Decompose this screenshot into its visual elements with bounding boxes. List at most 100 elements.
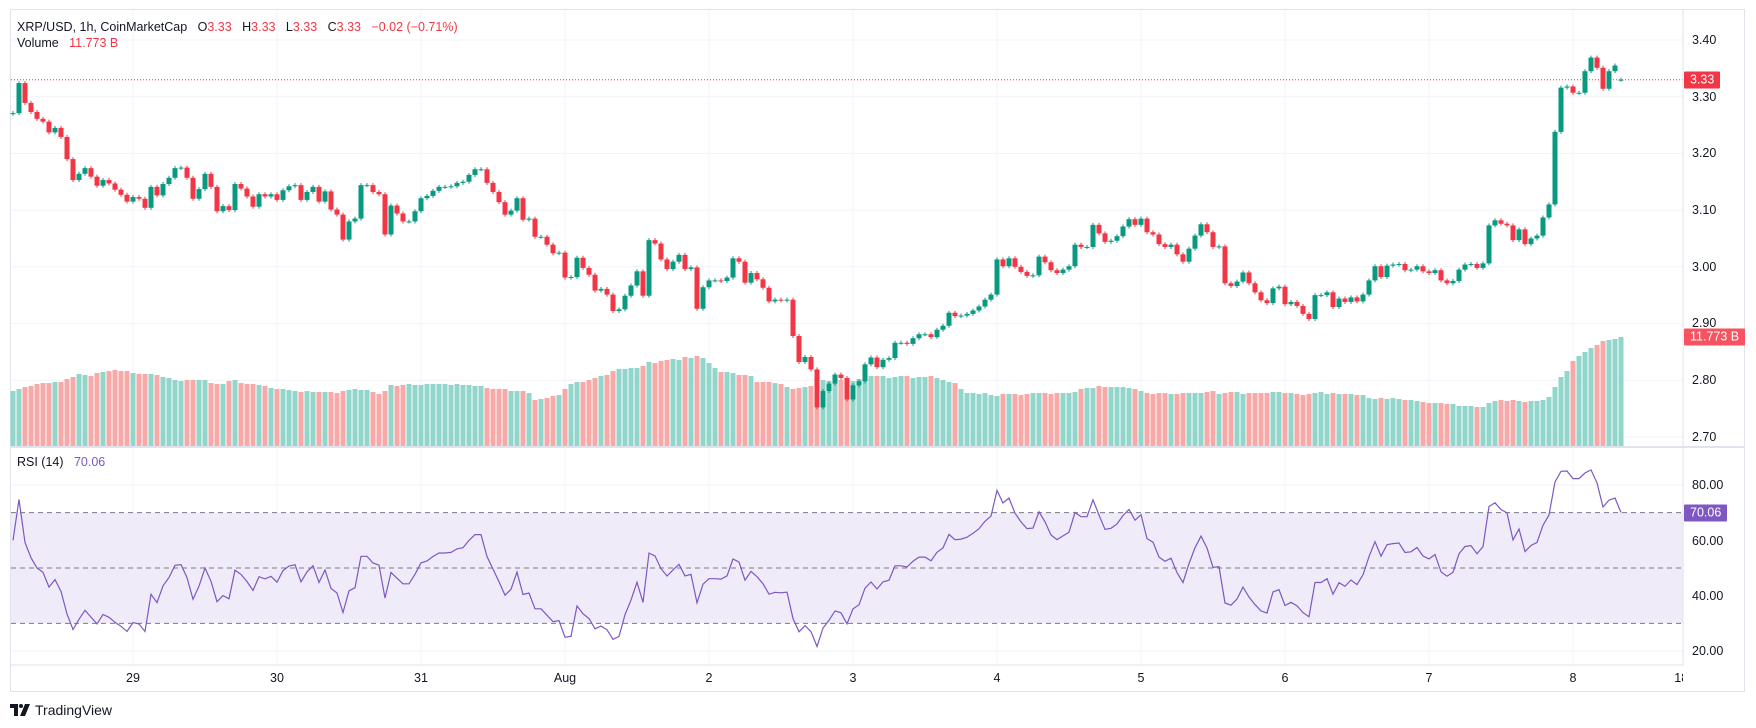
candle-body (1138, 218, 1144, 225)
volume-bar (550, 396, 556, 446)
candle (1348, 295, 1354, 304)
volume-bar (280, 388, 286, 446)
volume-bar (1054, 393, 1060, 446)
candle (298, 183, 304, 202)
rsi-label[interactable]: RSI (14) (17, 455, 64, 469)
candle-body (208, 173, 214, 187)
candle (538, 234, 544, 239)
candlesticks (10, 55, 1624, 410)
candle (898, 340, 904, 345)
candle-body (1522, 229, 1528, 245)
date-label: 6 (1281, 671, 1289, 685)
volume-bar (898, 376, 904, 446)
candle (412, 209, 418, 224)
candle-body (976, 306, 982, 311)
volume-bar (196, 379, 202, 446)
volume-bar (352, 388, 358, 446)
candle-body (832, 374, 838, 384)
candle-body (1192, 235, 1198, 249)
candle (646, 238, 652, 298)
candle-body (1354, 297, 1360, 302)
candle (1612, 63, 1618, 74)
candle-body (1432, 270, 1438, 274)
candle (634, 269, 640, 288)
volume-bar (220, 383, 226, 446)
candle (124, 192, 130, 204)
candle (1594, 55, 1600, 70)
candle (682, 252, 688, 272)
time-axis[interactable]: 29 30 31 Aug 2 3 4 5 6 7 8 18: (0, 0, 1683, 700)
volume-bar (1378, 398, 1384, 446)
candle (718, 278, 724, 283)
candle-body (604, 288, 610, 295)
volume-bar (538, 398, 544, 446)
volume-bar (1084, 388, 1090, 446)
volume-bar (1132, 388, 1138, 446)
candle-body (1534, 235, 1540, 239)
logo-text: TradingView (35, 702, 113, 718)
candle (1252, 281, 1258, 295)
candle-body (28, 102, 34, 113)
candle (598, 286, 604, 293)
volume-bar (634, 368, 640, 446)
candle-body (1276, 286, 1282, 289)
candle-body (322, 191, 328, 202)
candle-body (580, 257, 586, 268)
candle-body (238, 184, 244, 189)
volume-bar (1114, 387, 1120, 446)
candle-body (1480, 263, 1486, 268)
candle (994, 257, 1000, 297)
volume-bar (1318, 392, 1324, 446)
candle (556, 250, 562, 256)
price-tick: 2.80 (1692, 373, 1717, 387)
candle-body (1018, 266, 1024, 272)
candle-body (532, 218, 538, 237)
volume-label[interactable]: Volume (17, 36, 59, 50)
volume-bar (232, 379, 238, 446)
tradingview-logo[interactable]: TradingView (10, 702, 112, 718)
candle-body (202, 173, 208, 190)
candle-body (214, 186, 220, 212)
candle (964, 311, 970, 318)
candle-body (1576, 92, 1582, 94)
candle (580, 255, 586, 270)
volume-bar (262, 386, 268, 446)
volume-bar (1354, 394, 1360, 446)
candle (706, 278, 712, 290)
volume-bar (1366, 398, 1372, 446)
volume-bar (772, 383, 778, 446)
candle (280, 188, 286, 202)
candle (1258, 290, 1264, 303)
candle (946, 310, 952, 328)
candle-body (568, 277, 574, 279)
candle (592, 272, 598, 293)
candle (1150, 230, 1156, 237)
candle (628, 283, 634, 298)
candle (1510, 223, 1516, 243)
volume-bar (742, 374, 748, 446)
candle (250, 194, 256, 209)
candle-body (598, 288, 604, 291)
candle (1432, 268, 1438, 276)
volume-bar (172, 379, 178, 446)
candle-body (1228, 283, 1234, 287)
candle (460, 179, 466, 185)
volume-bar (610, 371, 616, 446)
volume-bar (394, 386, 400, 446)
volume-value: 11.773 B (69, 36, 119, 50)
candle-body (1528, 238, 1534, 245)
candle-body (1198, 224, 1204, 236)
candle-body (742, 261, 748, 283)
candle (1228, 281, 1234, 289)
candle-body (856, 381, 862, 386)
symbol-title[interactable]: XRP/USD, 1h, CoinMarketCap (17, 20, 188, 34)
candle-body (1540, 217, 1546, 236)
candle-body (472, 169, 478, 175)
volume-bar (664, 359, 670, 446)
volume-bar (1498, 399, 1504, 446)
candle (1174, 242, 1180, 257)
candle-body (268, 194, 274, 197)
candle-body (1270, 288, 1276, 304)
candle-body (1444, 280, 1450, 284)
